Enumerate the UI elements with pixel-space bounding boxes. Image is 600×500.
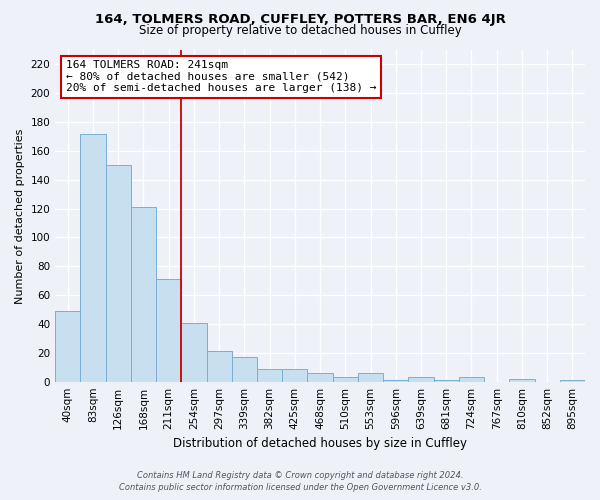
Bar [55, 311, 80, 382]
Text: Contains HM Land Registry data © Crown copyright and database right 2024.
Contai: Contains HM Land Registry data © Crown c… [119, 471, 481, 492]
Bar [282, 368, 307, 382]
Bar [131, 207, 156, 382]
Bar [560, 380, 585, 382]
Bar [106, 166, 131, 382]
Bar [332, 378, 358, 382]
Text: 164 TOLMERS ROAD: 241sqm
← 80% of detached houses are smaller (542)
20% of semi-: 164 TOLMERS ROAD: 241sqm ← 80% of detach… [66, 60, 376, 93]
Text: Size of property relative to detached houses in Cuffley: Size of property relative to detached ho… [139, 24, 461, 37]
Bar [206, 352, 232, 382]
Bar [409, 378, 434, 382]
X-axis label: Distribution of detached houses by size in Cuffley: Distribution of detached houses by size … [173, 437, 467, 450]
Bar [232, 357, 257, 382]
Bar [509, 379, 535, 382]
Bar [383, 380, 409, 382]
Bar [181, 322, 206, 382]
Bar [80, 134, 106, 382]
Bar [257, 368, 282, 382]
Text: 164, TOLMERS ROAD, CUFFLEY, POTTERS BAR, EN6 4JR: 164, TOLMERS ROAD, CUFFLEY, POTTERS BAR,… [95, 12, 505, 26]
Bar [434, 380, 459, 382]
Bar [307, 373, 332, 382]
Bar [459, 378, 484, 382]
Y-axis label: Number of detached properties: Number of detached properties [15, 128, 25, 304]
Bar [156, 280, 181, 382]
Bar [358, 373, 383, 382]
